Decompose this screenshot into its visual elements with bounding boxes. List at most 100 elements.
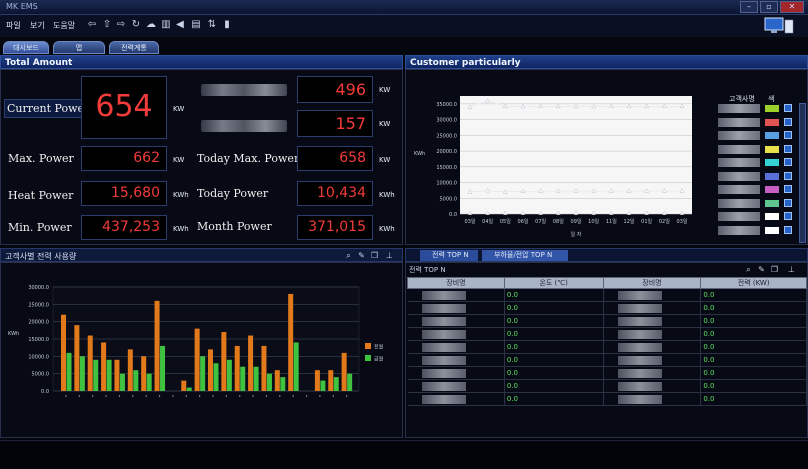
forward-arrow-icon[interactable]: ⇨ xyxy=(116,19,126,30)
legend-row[interactable] xyxy=(718,144,796,155)
legend-checkbox[interactable] xyxy=(784,171,792,180)
bar xyxy=(213,363,219,391)
x-tick-label: 10일 xyxy=(588,218,599,225)
table-row[interactable]: 0.0 0.0 xyxy=(407,301,807,315)
device-name-blurred xyxy=(421,355,466,365)
keyboard-icon[interactable]: ▤ xyxy=(191,19,201,30)
min-power-value: 437,253 xyxy=(81,215,167,240)
legend-checkbox[interactable] xyxy=(784,104,792,112)
total-amount-header: Total Amount xyxy=(0,55,403,69)
legend-swatch xyxy=(365,355,371,361)
edit-icon[interactable]: ✎ xyxy=(358,251,365,260)
table-row[interactable]: 0.0 0.0 xyxy=(407,392,807,406)
menu-view[interactable]: 보기 xyxy=(30,21,45,30)
table-row[interactable]: 0.0 0.0 xyxy=(407,288,807,302)
cloud-icon[interactable]: ☁ xyxy=(146,19,156,30)
legend-color-swatch xyxy=(765,172,779,180)
legend-checkbox[interactable] xyxy=(784,185,792,193)
trash-icon[interactable]: ▥ xyxy=(161,19,171,30)
refresh-icon[interactable]: ↻ xyxy=(131,19,141,30)
month-power-label: Month Power xyxy=(197,220,272,233)
data-point xyxy=(485,188,490,193)
close-icon[interactable]: ✕ xyxy=(780,1,804,13)
legend-row[interactable] xyxy=(718,157,796,168)
legend-color-swatch xyxy=(765,159,779,166)
bar xyxy=(74,325,80,391)
table-row[interactable]: 0.0 0.0 xyxy=(407,379,807,393)
menu-file[interactable]: 파일 xyxy=(6,21,21,30)
network-monitor-icon[interactable] xyxy=(764,17,794,35)
title-bar: MK EMS – ▫ ✕ xyxy=(0,0,808,15)
temperature-cell: 0.0 xyxy=(504,314,604,328)
data-point xyxy=(662,210,667,215)
top-n-table: 장비명 온도 (℃) 장비명 전력 (KW) 0.0 0.0 0.0 0.0 0.0 0.… xyxy=(407,277,807,406)
bar xyxy=(328,370,334,391)
maximize-icon[interactable]: ▫ xyxy=(760,1,778,13)
tab-dashboard[interactable]: 대시보드 xyxy=(3,41,49,54)
legend-row[interactable] xyxy=(718,184,796,195)
table-row[interactable]: 0.0 0.0 xyxy=(407,314,807,328)
legend-checkbox[interactable] xyxy=(784,117,792,126)
legend-row[interactable] xyxy=(718,171,796,182)
max-power-value: 662 xyxy=(81,146,167,171)
search-icon[interactable]: ⌕ xyxy=(746,265,751,274)
bar xyxy=(66,352,72,391)
col-temperature[interactable]: 온도 (℃) xyxy=(503,277,604,289)
legend-checkbox[interactable] xyxy=(784,198,792,207)
col-device-name[interactable]: 장비명 xyxy=(407,277,505,289)
x-tick-mark xyxy=(132,395,134,397)
x-tick-mark xyxy=(345,395,348,397)
col-power-kw[interactable]: 전력 (KW) xyxy=(700,277,807,289)
bar xyxy=(274,370,280,391)
legend-row[interactable] xyxy=(718,211,796,222)
y-tick-label: 10000.0 xyxy=(28,354,49,360)
table-row[interactable]: 0.0 0.0 xyxy=(407,353,807,367)
window-icon[interactable]: ❐ xyxy=(370,251,379,260)
bar xyxy=(146,373,152,391)
x-tick-mark xyxy=(105,395,107,397)
table-row[interactable]: 0.0 0.0 xyxy=(407,327,807,341)
legend-checkbox[interactable] xyxy=(784,225,792,234)
bar xyxy=(261,345,267,391)
table-row[interactable]: 0.0 0.0 xyxy=(407,366,807,380)
legend-scrollbar[interactable] xyxy=(799,103,806,243)
tab-power-system[interactable]: 전력계통 xyxy=(109,41,159,54)
legend-checkbox[interactable] xyxy=(784,144,792,153)
pin-icon[interactable]: ⊥ xyxy=(386,251,393,260)
tab-power-top-n[interactable]: 전력 TOP N xyxy=(420,250,478,261)
window-icon[interactable]: ❐ xyxy=(770,265,779,274)
legend-row[interactable] xyxy=(718,103,796,114)
bar xyxy=(226,359,232,391)
y-axis-label: KWh xyxy=(8,331,19,337)
legend-row[interactable] xyxy=(718,198,796,209)
legend-row[interactable] xyxy=(718,130,796,141)
legend-checkbox[interactable] xyxy=(784,131,792,139)
power-cell: 0.0 xyxy=(700,340,807,354)
transfer-icon[interactable]: ⇅ xyxy=(207,19,217,30)
table-row[interactable]: 0.0 0.0 xyxy=(407,340,807,354)
back-arrow-icon[interactable]: ⇦ xyxy=(87,19,97,30)
bar xyxy=(234,345,240,391)
sound-icon[interactable]: ◀ xyxy=(176,19,184,30)
menu-help[interactable]: 도움말 xyxy=(53,21,76,30)
x-tick-label: 01일 xyxy=(641,218,652,225)
device-name-blurred xyxy=(617,303,662,313)
edit-icon[interactable]: ✎ xyxy=(758,265,765,274)
bar xyxy=(160,345,166,391)
power-cell: 0.0 xyxy=(700,314,807,328)
legend-row[interactable] xyxy=(718,225,796,236)
data-point xyxy=(662,103,667,108)
up-arrow-icon[interactable]: ⇧ xyxy=(102,19,112,30)
minimize-icon[interactable]: – xyxy=(740,1,758,13)
tab-load-voltage-top-n[interactable]: 부하율/전압 TOP N xyxy=(482,250,568,261)
legend-row[interactable] xyxy=(718,117,796,128)
tab-map[interactable]: 맵 xyxy=(53,41,105,54)
legend-checkbox[interactable] xyxy=(784,212,792,220)
bar xyxy=(61,314,66,391)
device-name-blurred xyxy=(421,342,466,352)
device-icon[interactable]: ▮ xyxy=(224,19,230,30)
search-icon[interactable]: ⌕ xyxy=(346,251,351,260)
pin-icon[interactable]: ⊥ xyxy=(788,265,795,274)
legend-checkbox[interactable] xyxy=(784,158,792,166)
col-device-name-2[interactable]: 장비명 xyxy=(602,277,702,289)
